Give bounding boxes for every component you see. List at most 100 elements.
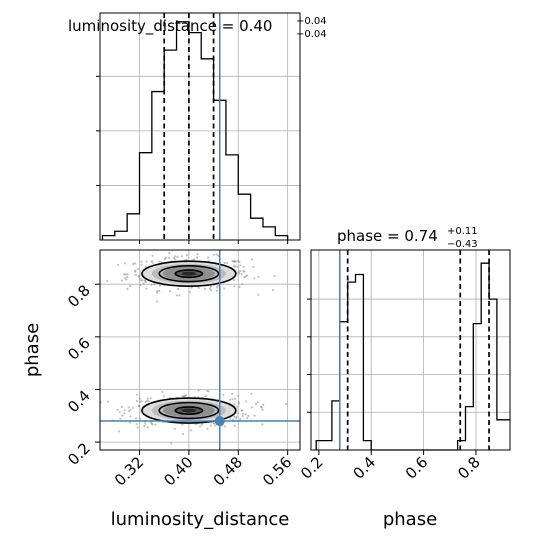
sample-point: [209, 287, 212, 290]
sample-point: [143, 279, 146, 282]
luminosity-distance-title: luminosity_distance = 0.40: [68, 17, 272, 36]
sample-point: [135, 400, 138, 403]
sample-point: [213, 422, 216, 425]
sample-point: [244, 400, 248, 403]
sample-point: [140, 263, 143, 266]
sample-point: [257, 293, 260, 296]
sample-point: [233, 424, 236, 427]
sample-point: [145, 400, 149, 403]
sample-point: [203, 395, 206, 398]
luminosity-distance-title-param: luminosity_distance: [68, 17, 217, 36]
sample-point: [164, 256, 167, 259]
sample-point: [233, 415, 236, 418]
sample-point: [156, 290, 159, 293]
sample-point: [134, 269, 137, 272]
contour: [174, 269, 204, 279]
sample-point: [261, 423, 264, 426]
y-tick-label-phase: 0.4: [64, 387, 94, 417]
sample-point: [174, 255, 177, 258]
sample-point: [244, 413, 247, 416]
sample-point: [215, 289, 218, 292]
x-tick-label-phase: 0.2: [297, 453, 327, 483]
joint-frame: [99, 249, 301, 451]
phase-title: phase = 0.74: [337, 227, 438, 245]
sample-point: [262, 403, 265, 407]
sample-point: [236, 265, 239, 268]
sample-point: [260, 406, 263, 409]
sample-point: [252, 265, 255, 268]
sample-point: [215, 253, 218, 256]
sample-point: [232, 418, 235, 421]
sample-point: [126, 275, 129, 278]
sample-point: [222, 393, 225, 396]
luminosity-distance-quantile-lines: [163, 13, 215, 240]
sample-point: [134, 273, 138, 276]
sample-point: [256, 401, 259, 404]
sample-point: [209, 285, 213, 288]
phase-title-lower: −0.43: [447, 239, 478, 250]
sample-point: [198, 425, 202, 428]
ticks-br: 0.2 0.4 0.6 0.8: [297, 298, 484, 483]
sample-point: [239, 417, 242, 421]
sample-point: [217, 254, 220, 257]
luminosity-distance-title-lower: −0.04: [296, 29, 327, 40]
sample-point: [234, 265, 237, 268]
grid-br: [311, 250, 510, 450]
sample-point: [209, 289, 212, 292]
sample-point: [117, 430, 120, 433]
sample-point: [239, 264, 242, 267]
sample-point: [136, 393, 139, 396]
sample-point: [223, 287, 226, 290]
sample-point: [145, 260, 148, 263]
sample-point: [133, 262, 137, 265]
sample-point: [234, 260, 237, 263]
sample-point: [231, 259, 234, 263]
sample-point: [116, 408, 119, 411]
sample-point: [106, 280, 109, 283]
sample-point: [153, 283, 156, 286]
luminosity-distance-histogram-frame: [99, 12, 301, 241]
sample-point: [236, 405, 239, 408]
x-axis-label-luminosity-distance: luminosity_distance: [111, 509, 290, 530]
sample-point: [163, 257, 166, 261]
sample-point: [250, 406, 254, 409]
sample-point: [129, 408, 132, 411]
sample-point: [197, 389, 200, 392]
sample-point: [150, 421, 153, 424]
contour: [141, 260, 237, 287]
sample-point: [209, 424, 212, 427]
sample-point: [124, 278, 128, 281]
sample-point: [253, 414, 256, 417]
sample-point: [242, 269, 245, 273]
sample-point: [271, 289, 274, 292]
sample-point: [232, 278, 235, 282]
sample-point: [241, 283, 244, 286]
sample-point: [243, 276, 246, 279]
sample-point: [151, 254, 154, 257]
sample-point: [197, 286, 200, 289]
x-tick-label-luminosity-distance: 0.40: [160, 453, 196, 489]
x-tick-label-phase: 0.6: [402, 453, 432, 483]
grid-tl: [100, 13, 300, 240]
sample-point: [207, 390, 210, 393]
luminosity-distance-histogram: [101, 21, 289, 240]
sample-point: [235, 417, 238, 420]
sample-point: [161, 390, 164, 394]
contour: [158, 401, 220, 420]
sample-point: [250, 392, 253, 395]
sample-point: [126, 273, 129, 276]
sample-point: [233, 285, 236, 288]
sample-point: [214, 424, 217, 427]
sample-point: [150, 260, 153, 263]
luminosity-distance-histogram-panel: luminosity_distance = 0.40 +0.04 −0.04: [68, 12, 327, 244]
density-level: [181, 271, 197, 276]
sample-point: [117, 263, 120, 266]
sample-point: [124, 276, 127, 280]
sample-point: [167, 256, 171, 259]
phase-histogram: [315, 262, 510, 451]
sample-point: [134, 270, 137, 273]
sample-point: [139, 279, 142, 282]
sample-point: [131, 406, 134, 409]
sample-point: [135, 423, 138, 426]
sample-point: [233, 403, 236, 406]
